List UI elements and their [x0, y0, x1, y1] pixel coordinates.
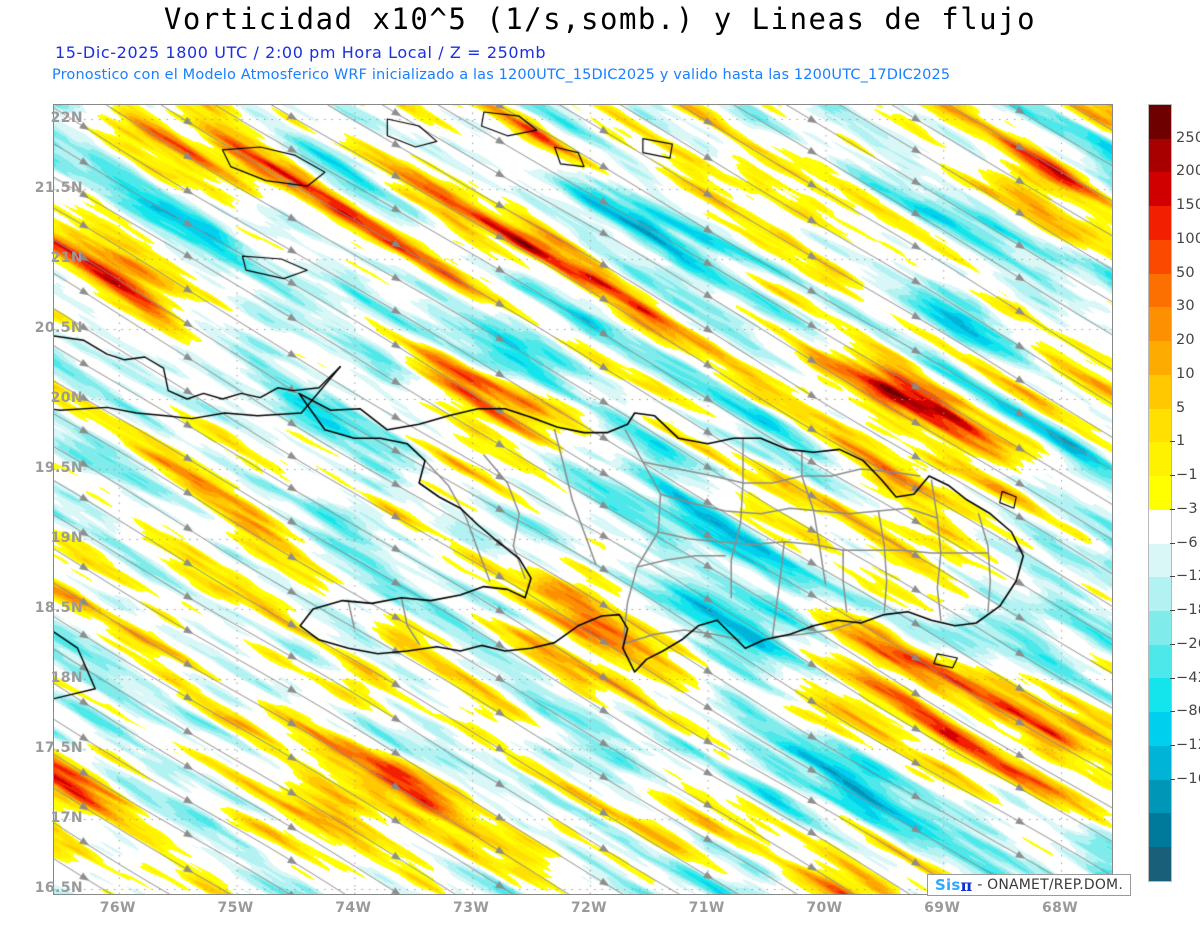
x-axis-tick-76W: 76W: [99, 900, 136, 916]
colorbar-band-2: [1149, 172, 1171, 207]
y-axis-tick-18.5N: 18.5N: [34, 600, 83, 616]
colorbar-label-neg42: −42: [1176, 669, 1200, 686]
x-axis-tick-71W: 71W: [688, 900, 725, 916]
colorbar-band-21: [1149, 813, 1171, 848]
colorbar-label-neg3: −3: [1176, 500, 1198, 517]
colorbar-band-11: [1149, 476, 1171, 510]
colorbar-label-250: 250: [1176, 129, 1200, 146]
x-axis-tick-74W: 74W: [335, 900, 372, 916]
colorbar-label-neg80: −80: [1176, 703, 1200, 720]
colorbar-band-10: [1149, 442, 1171, 477]
y-axis-tick-19N: 19N: [50, 530, 83, 546]
colorbar-tickmark-12: [1170, 542, 1175, 544]
colorbar-tickmark-9: [1170, 441, 1175, 443]
colorbar-tickmark-14: [1170, 610, 1175, 612]
colorbar-tickmark-17: [1170, 711, 1175, 713]
y-axis-tick-17.5N: 17.5N: [34, 740, 83, 756]
colorbar-band-15: [1149, 611, 1171, 645]
credit-badge: Sis π - ONAMET/REP.DOM.: [927, 874, 1131, 896]
y-axis-tick-19.5N: 19.5N: [34, 460, 83, 476]
organization-label: - ONAMET/REP.DOM.: [977, 877, 1123, 893]
colorbar-label-neg1: −1: [1176, 467, 1198, 484]
colorbar-band-20: [1149, 779, 1171, 814]
colorbar-band-14: [1149, 577, 1171, 612]
y-axis-tick-20N: 20N: [50, 390, 83, 406]
x-axis-tick-70W: 70W: [806, 900, 843, 916]
colorbar-band-17: [1149, 678, 1171, 713]
colorbar-label-100: 100: [1176, 230, 1200, 247]
page-title: Vorticidad x10^5 (1/s,somb.) y Lineas de…: [163, 2, 1037, 36]
y-axis-tick-20.5N: 20.5N: [34, 320, 83, 336]
colorbar-label-200: 200: [1176, 163, 1200, 180]
brand-name-label: Sis: [935, 876, 961, 894]
streamlines-and-coastlines-layer: [54, 105, 1112, 894]
y-axis-tick-18N: 18N: [50, 670, 83, 686]
colorbar-band-4: [1149, 239, 1171, 274]
colorbar-label-neg160: −160: [1176, 770, 1200, 787]
colorbar-label-neg18: −18: [1176, 602, 1200, 619]
colorbar-label-20: 20: [1176, 332, 1195, 349]
colorbar-label-50: 50: [1176, 264, 1195, 281]
colorbar-label-neg12: −12: [1176, 568, 1200, 585]
x-axis-tick-73W: 73W: [453, 900, 490, 916]
colorbar-band-9: [1149, 408, 1171, 443]
colorbar-tickmark-10: [1170, 475, 1175, 477]
x-axis-tick-68W: 68W: [1041, 900, 1079, 916]
colorbar-band-18: [1149, 712, 1171, 746]
y-axis-tick-22N: 22N: [50, 110, 83, 126]
map-plot-area[interactable]: [53, 104, 1113, 895]
colorbar-band-19: [1149, 745, 1171, 780]
y-axis-tick-21.5N: 21.5N: [34, 180, 83, 196]
x-axis-tick-72W: 72W: [570, 900, 607, 916]
colorbar-label-150: 150: [1176, 197, 1200, 214]
colorbar-band-3: [1149, 206, 1171, 240]
colorbar-tickmark-19: [1170, 778, 1175, 780]
vorticity-colorbar: [1148, 104, 1172, 882]
colorbar-label-10: 10: [1176, 365, 1195, 382]
colorbar-band-1: [1149, 138, 1171, 173]
colorbar-label-1: 1: [1176, 433, 1186, 450]
colorbar-band-12: [1149, 509, 1171, 544]
colorbar-band-16: [1149, 644, 1171, 679]
colorbar-label-neg120: −120: [1176, 737, 1200, 754]
subtitle-datetime: 15-Dic-2025 1800 UTC / 2:00 pm Hora Loca…: [55, 43, 547, 62]
colorbar-band-8: [1149, 374, 1171, 409]
y-axis-tick-21N: 21N: [50, 250, 83, 266]
colorbar-tickmark-15: [1170, 643, 1175, 645]
subtitle-model-info: Pronostico con el Modelo Atmosferico WRF…: [52, 67, 951, 83]
colorbar-tickmark-18: [1170, 745, 1175, 747]
colorbar-tickmark-11: [1170, 508, 1175, 510]
colorbar-band-22: [1149, 847, 1171, 881]
colorbar-label-neg26: −26: [1176, 635, 1200, 652]
x-axis-tick-69W: 69W: [924, 900, 961, 916]
title-block: Vorticidad x10^5 (1/s,somb.) y Lineas de…: [0, 0, 1200, 95]
x-axis-tick-75W: 75W: [217, 900, 254, 916]
colorbar-band-5: [1149, 273, 1171, 308]
colorbar-tickmark-16: [1170, 677, 1175, 679]
y-axis-tick-16.5N: 16.5N: [34, 880, 83, 896]
colorbar-tickmark-13: [1170, 576, 1175, 578]
colorbar-band-7: [1149, 341, 1171, 375]
pi-symbol-icon: π: [960, 875, 973, 895]
colorbar-band-6: [1149, 307, 1171, 342]
colorbar-label-5: 5: [1176, 399, 1186, 416]
colorbar-label-30: 30: [1176, 298, 1195, 315]
y-axis-tick-17N: 17N: [50, 810, 83, 826]
colorbar-label-neg6: −6: [1176, 534, 1198, 551]
colorbar-band-13: [1149, 543, 1171, 578]
colorbar-band-0: [1149, 105, 1171, 139]
